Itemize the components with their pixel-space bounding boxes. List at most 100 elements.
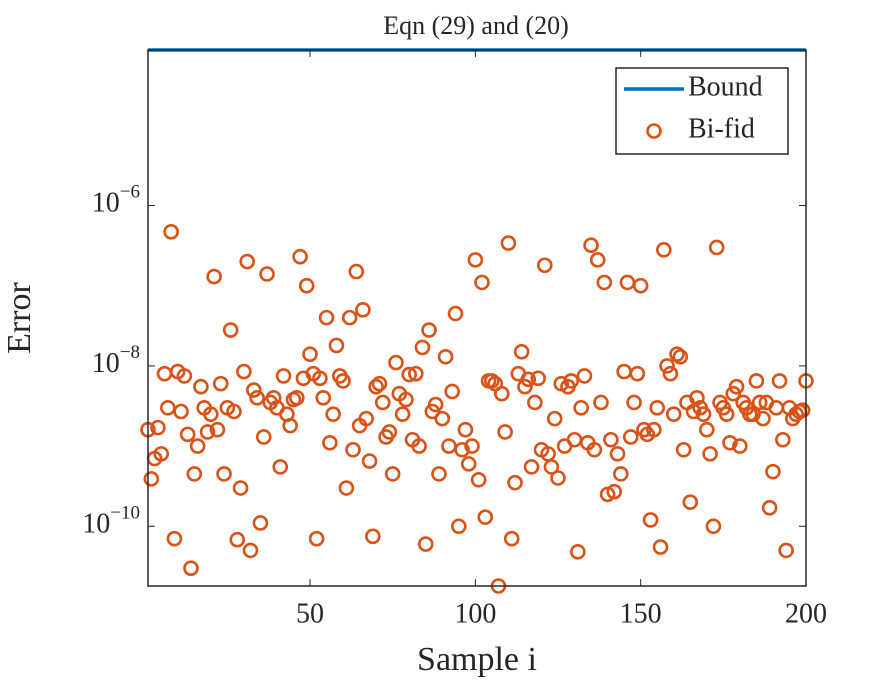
data-point [659,358,675,374]
data-point [464,438,480,454]
data-point [265,390,282,406]
data-point [212,375,229,392]
data-point [176,368,193,384]
data-point [642,512,659,528]
data-point [682,494,699,510]
data-point [358,410,375,427]
data-point [384,466,401,482]
data-point [589,252,606,268]
data-point [325,406,341,422]
data-point [246,382,262,398]
legend-box [615,67,789,155]
legend-label: Bound [688,71,763,102]
data-point [546,410,563,427]
data-point [665,406,682,422]
data-point [236,363,252,380]
data-point [460,456,477,472]
data-point [794,402,811,419]
data-point [454,441,470,458]
data-point [761,500,778,516]
data-point [513,343,530,360]
data-point [457,421,474,438]
data-point [398,391,414,408]
data-point [414,339,431,356]
data-point [348,263,365,280]
data-point [451,518,467,535]
data-point [302,346,318,362]
data-point [199,424,216,440]
data-point [672,348,689,365]
data-point [388,354,404,371]
data-point [312,370,328,387]
data-point [345,441,361,458]
data-point [771,373,788,389]
legend: Bound Bi-fid [615,67,789,155]
data-point [318,309,335,326]
x-axis-label: Sample i [417,641,537,678]
data-point [203,406,219,422]
data-point [563,373,580,389]
data-point [371,375,388,392]
data-point [166,530,183,547]
data-point [447,305,464,322]
data-point [536,257,553,274]
x-tick-label: 50 [296,598,324,629]
data-point [434,410,451,427]
data-point [622,429,639,445]
legend-swatch [646,123,662,139]
data-point [593,394,609,411]
data-point [272,459,289,475]
data-point [493,385,510,402]
data-point [252,515,269,531]
data-point [606,483,623,500]
axes-box [147,49,807,587]
data-point [292,248,308,265]
data-point [394,406,411,422]
data-point [444,383,461,400]
data-point [586,441,603,458]
data-point [722,434,738,451]
data-point [474,274,490,291]
data-point [374,394,391,411]
data-point [732,438,748,454]
data-point [632,277,649,294]
data-point [728,378,745,395]
data-point [596,274,613,291]
data-point [288,390,305,406]
data-point [183,560,199,577]
data-point [689,390,705,406]
data-point [206,268,222,285]
data-point [361,453,378,469]
data-point [573,400,589,416]
data-point [163,224,179,240]
data-point [417,536,434,552]
data-point [765,463,781,480]
data-point [662,365,679,382]
data-point [576,368,593,384]
data-point [705,518,722,535]
data-point [179,426,196,443]
data-point [520,371,537,388]
data-point [232,480,249,496]
data-point [408,365,424,382]
data-point [629,365,646,382]
y-tick-label: 10−6 [92,182,140,219]
x-tick-label: 100 [454,598,496,629]
data-point [718,406,735,422]
x-tick-label: 150 [620,598,662,629]
data-point [259,266,275,282]
data-point [467,252,484,268]
data-point [649,400,666,416]
legend-label: Bi-fid [688,113,755,144]
data-point [778,542,794,559]
data-point [411,438,427,454]
data-point [699,421,715,438]
data-point [507,474,523,491]
chart-title: Eqn (29) and (20) [383,11,569,40]
data-point [226,403,242,420]
data-point [365,528,381,545]
data-point [500,235,517,251]
data-point [401,366,418,383]
data-point [669,346,685,362]
